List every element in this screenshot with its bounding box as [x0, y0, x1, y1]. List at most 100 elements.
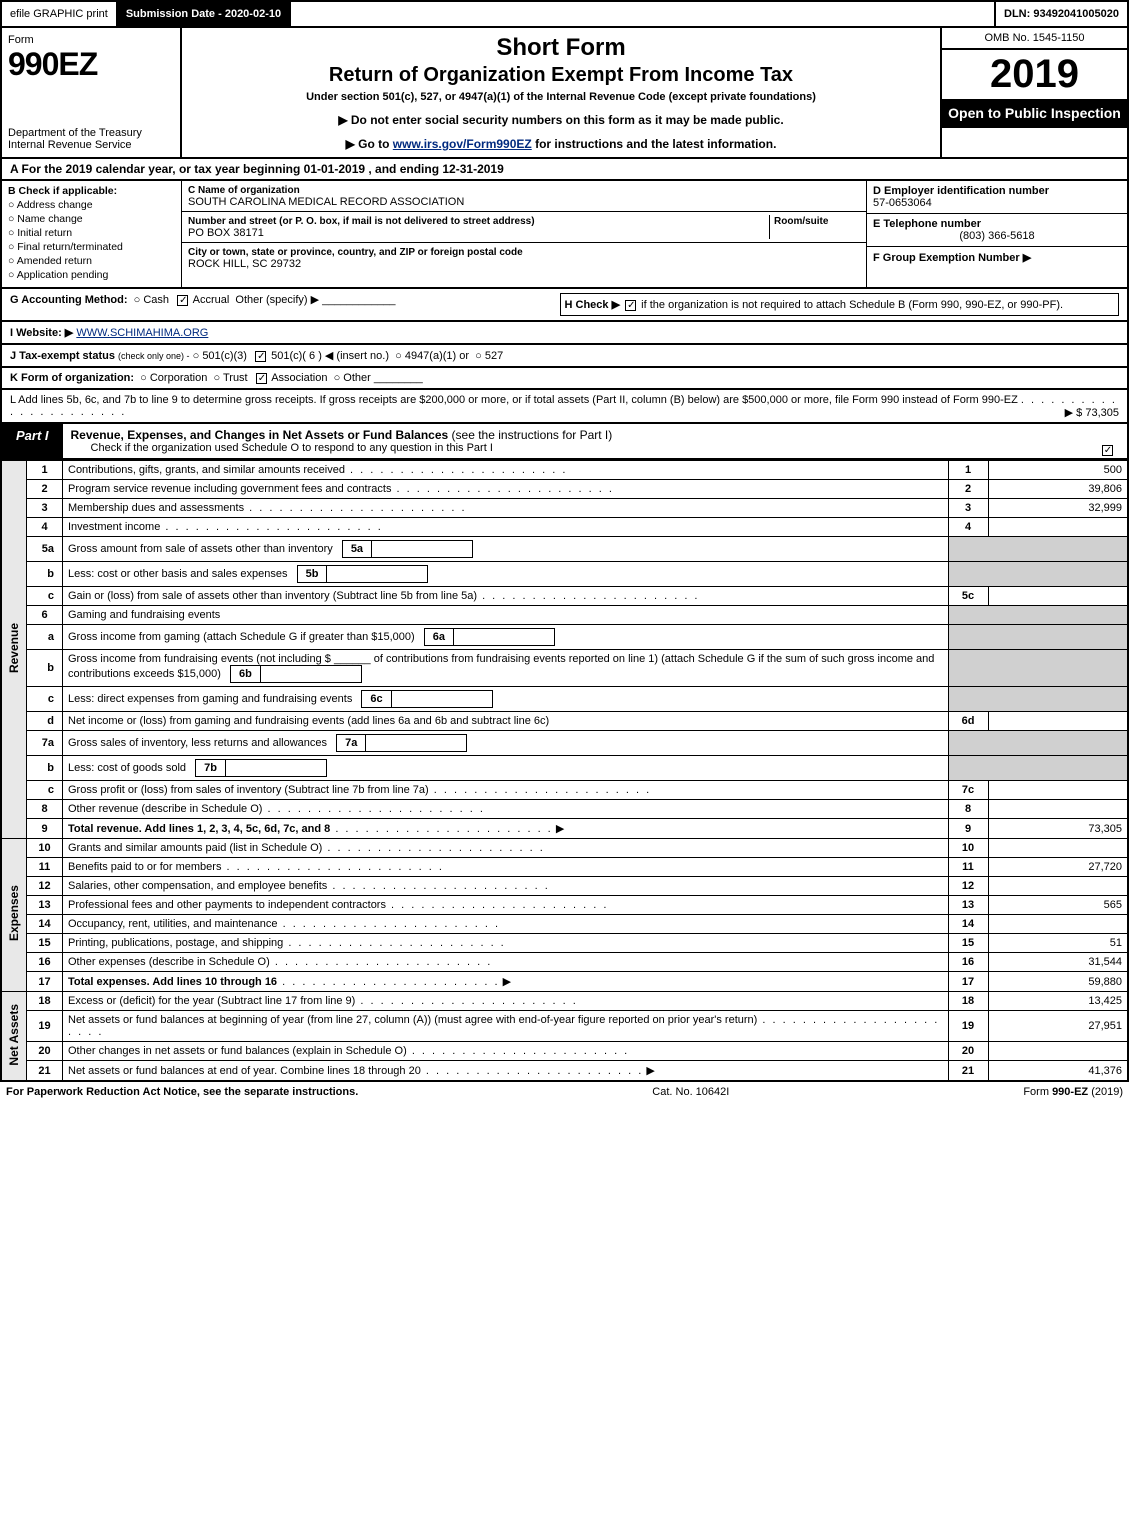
r16-amt: 31,544	[988, 953, 1128, 972]
j-501c3[interactable]: 501(c)(3)	[202, 350, 247, 362]
r19-desc: Net assets or fund balances at beginning…	[68, 1014, 757, 1026]
r1-box: 1	[948, 461, 988, 480]
r6c-desc: Less: direct expenses from gaming and fu…	[68, 693, 352, 705]
b-opt-name[interactable]: Name change	[8, 213, 175, 225]
tax-year: 2019	[942, 50, 1127, 99]
h-check[interactable]	[625, 300, 636, 311]
g-accrual: Accrual	[193, 294, 230, 306]
r10-num: 10	[27, 839, 63, 858]
r2-amt: 39,806	[988, 480, 1128, 499]
r6b-ib: 6b	[231, 666, 261, 682]
r2-box: 2	[948, 480, 988, 499]
r18-box: 18	[948, 992, 988, 1011]
k-trust[interactable]: Trust	[223, 372, 248, 384]
r4-amt	[988, 518, 1128, 537]
r2-desc: Program service revenue including govern…	[68, 483, 391, 495]
form-note: Under section 501(c), 527, or 4947(a)(1)…	[192, 91, 930, 103]
r6d-desc: Net income or (loss) from gaming and fun…	[68, 715, 549, 727]
k-assoc: Association	[271, 372, 327, 384]
b-opt-initial[interactable]: Initial return	[8, 227, 175, 239]
r5a-desc: Gross amount from sale of assets other t…	[68, 543, 333, 555]
r7c-num: c	[27, 781, 63, 800]
r4-num: 4	[27, 518, 63, 537]
r21-desc: Net assets or fund balances at end of ye…	[68, 1065, 421, 1077]
revenue-rot: Revenue	[1, 461, 27, 839]
r5b-ib: 5b	[298, 566, 328, 582]
r9-box: 9	[948, 819, 988, 839]
c-room-label: Room/suite	[774, 216, 828, 227]
g-other[interactable]: Other (specify) ▶	[235, 294, 319, 306]
line-i: I Website: ▶ WWW.SCHIMAHIMA.ORG	[0, 322, 1129, 345]
g-accrual-check[interactable]	[177, 295, 188, 306]
r10-amt	[988, 839, 1128, 858]
r5c-num: c	[27, 587, 63, 606]
topbar-spacer	[291, 2, 996, 26]
b-opt-final[interactable]: Final return/terminated	[8, 241, 175, 253]
r12-box: 12	[948, 877, 988, 896]
r1-desc: Contributions, gifts, grants, and simila…	[68, 464, 345, 476]
r1-num: 1	[27, 461, 63, 480]
section-c: C Name of organization SOUTH CAROLINA ME…	[182, 181, 867, 287]
r20-desc: Other changes in net assets or fund bala…	[68, 1045, 407, 1057]
form-word: Form	[8, 34, 174, 46]
inspection-label: Open to Public Inspection	[942, 99, 1127, 128]
r12-num: 12	[27, 877, 63, 896]
r8-num: 8	[27, 800, 63, 819]
section-b: B Check if applicable: Address change Na…	[2, 181, 182, 287]
r19-box: 19	[948, 1011, 988, 1042]
website-link[interactable]: WWW.SCHIMAHIMA.ORG	[76, 327, 208, 339]
r13-desc: Professional fees and other payments to …	[68, 899, 386, 911]
topbar: efile GRAPHIC print Submission Date - 20…	[0, 0, 1129, 28]
r6a-desc: Gross income from gaming (attach Schedul…	[68, 631, 415, 643]
section-def: D Employer identification number 57-0653…	[867, 181, 1127, 287]
r13-num: 13	[27, 896, 63, 915]
r20-amt	[988, 1042, 1128, 1061]
g-cash[interactable]: Cash	[143, 294, 169, 306]
r7b-desc: Less: cost of goods sold	[68, 762, 186, 774]
b-opt-pending[interactable]: Application pending	[8, 269, 175, 281]
r7a-grey	[948, 731, 1128, 756]
r8-box: 8	[948, 800, 988, 819]
f-group-label: F Group Exemption Number ▶	[873, 252, 1031, 264]
l-text: L Add lines 5b, 6c, and 7b to line 9 to …	[10, 394, 1018, 406]
b-opt-address[interactable]: Address change	[8, 199, 175, 211]
k-other[interactable]: Other	[343, 372, 371, 384]
r21-amt: 41,376	[988, 1061, 1128, 1082]
r6d-num: d	[27, 712, 63, 731]
d-ein: 57-0653064	[873, 197, 932, 209]
r7b-grey	[948, 756, 1128, 781]
r16-box: 16	[948, 953, 988, 972]
j-note: (check only one) -	[118, 351, 190, 361]
k-corp[interactable]: Corporation	[150, 372, 207, 384]
r5b-num: b	[27, 562, 63, 587]
submission-date: Submission Date - 2020-02-10	[118, 2, 291, 26]
bullet-goto: ▶ Go to www.irs.gov/Form990EZ for instru…	[192, 137, 930, 151]
footer-left: For Paperwork Reduction Act Notice, see …	[6, 1086, 358, 1098]
k-label: K Form of organization:	[10, 372, 134, 384]
r19-amt: 27,951	[988, 1011, 1128, 1042]
r18-desc: Excess or (deficit) for the year (Subtra…	[68, 995, 355, 1007]
r19-num: 19	[27, 1011, 63, 1042]
r5a-grey	[948, 537, 1128, 562]
line-g: G Accounting Method: ○ Cash Accrual Othe…	[10, 293, 560, 316]
r6d-amt	[988, 712, 1128, 731]
b-opt-amended[interactable]: Amended return	[8, 255, 175, 267]
line-h: H Check ▶ if the organization is not req…	[560, 293, 1120, 316]
j-501c-check[interactable]	[255, 351, 266, 362]
dln: DLN: 93492041005020	[996, 2, 1127, 26]
line-j: J Tax-exempt status (check only one) - ○…	[0, 345, 1129, 368]
j-527[interactable]: 527	[485, 350, 503, 362]
r6a-ib: 6a	[425, 629, 454, 645]
j-label: J Tax-exempt status	[10, 350, 115, 362]
r5c-amt	[988, 587, 1128, 606]
k-assoc-check[interactable]	[256, 373, 267, 384]
info-block: B Check if applicable: Address change Na…	[0, 181, 1129, 289]
irs-link[interactable]: www.irs.gov/Form990EZ	[393, 137, 532, 151]
form-title-block: Short Form Return of Organization Exempt…	[182, 28, 942, 157]
r11-amt: 27,720	[988, 858, 1128, 877]
c-name-label: C Name of organization	[188, 185, 300, 196]
r15-box: 15	[948, 934, 988, 953]
part1-check[interactable]	[1087, 424, 1127, 458]
j-4947[interactable]: 4947(a)(1) or	[405, 350, 469, 362]
r14-num: 14	[27, 915, 63, 934]
